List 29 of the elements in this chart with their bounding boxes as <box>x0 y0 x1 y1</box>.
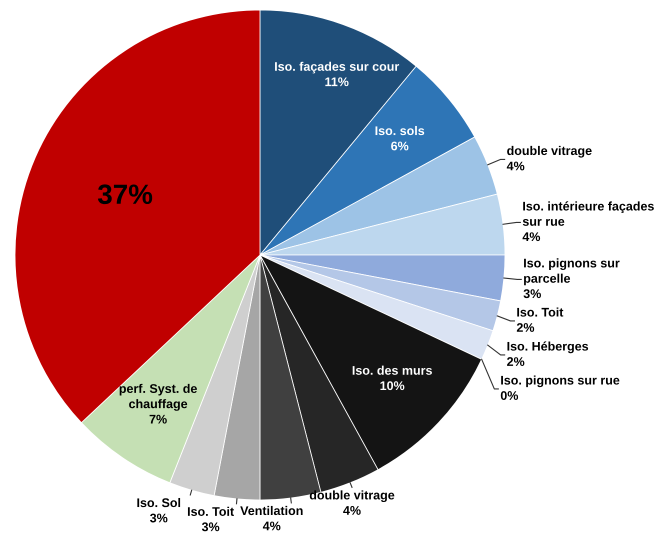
slice-label: double vitrage <box>507 146 592 158</box>
slice-label: perf. Syst. de chauffage <box>120 384 197 411</box>
slice-label: Ventilation <box>240 506 303 516</box>
data-label: 4% <box>262 522 280 530</box>
slice-label: Iso. sols <box>376 126 424 136</box>
data-label: 10% <box>380 381 404 390</box>
slice-label: Iso. Sol <box>137 498 180 508</box>
slice-label: double vitrage <box>310 490 394 502</box>
data-label: 4% <box>343 506 361 515</box>
data-label: 2% <box>516 323 534 332</box>
data-label: 2% <box>507 357 524 366</box>
slice-label: Iso. intérieure façades sur rue <box>522 201 654 226</box>
slice-label: Iso. Toit <box>188 506 234 516</box>
slice-label: Iso. pignons sur parcelle <box>524 258 620 286</box>
legend-label: Iso. pignons sur rue <box>501 375 620 388</box>
text: 0% <box>500 391 518 400</box>
data-label: 6% <box>391 142 408 150</box>
data-label: 4% <box>506 162 524 170</box>
slice-label: Iso. Héberges <box>507 341 588 354</box>
data-label: 37% <box>98 184 152 204</box>
data-label: 11% <box>325 77 349 86</box>
data-label: 7% <box>150 414 167 424</box>
slice-label: Iso. façades sur cour <box>275 62 400 74</box>
data-label: 4% <box>522 232 540 242</box>
slice-label: Iso. des murs <box>352 366 432 375</box>
data-label: 3% <box>150 514 168 522</box>
data-label: 3% <box>524 289 541 298</box>
slice-label: Iso. Toit <box>517 307 564 317</box>
data-label: 3% <box>202 522 220 532</box>
